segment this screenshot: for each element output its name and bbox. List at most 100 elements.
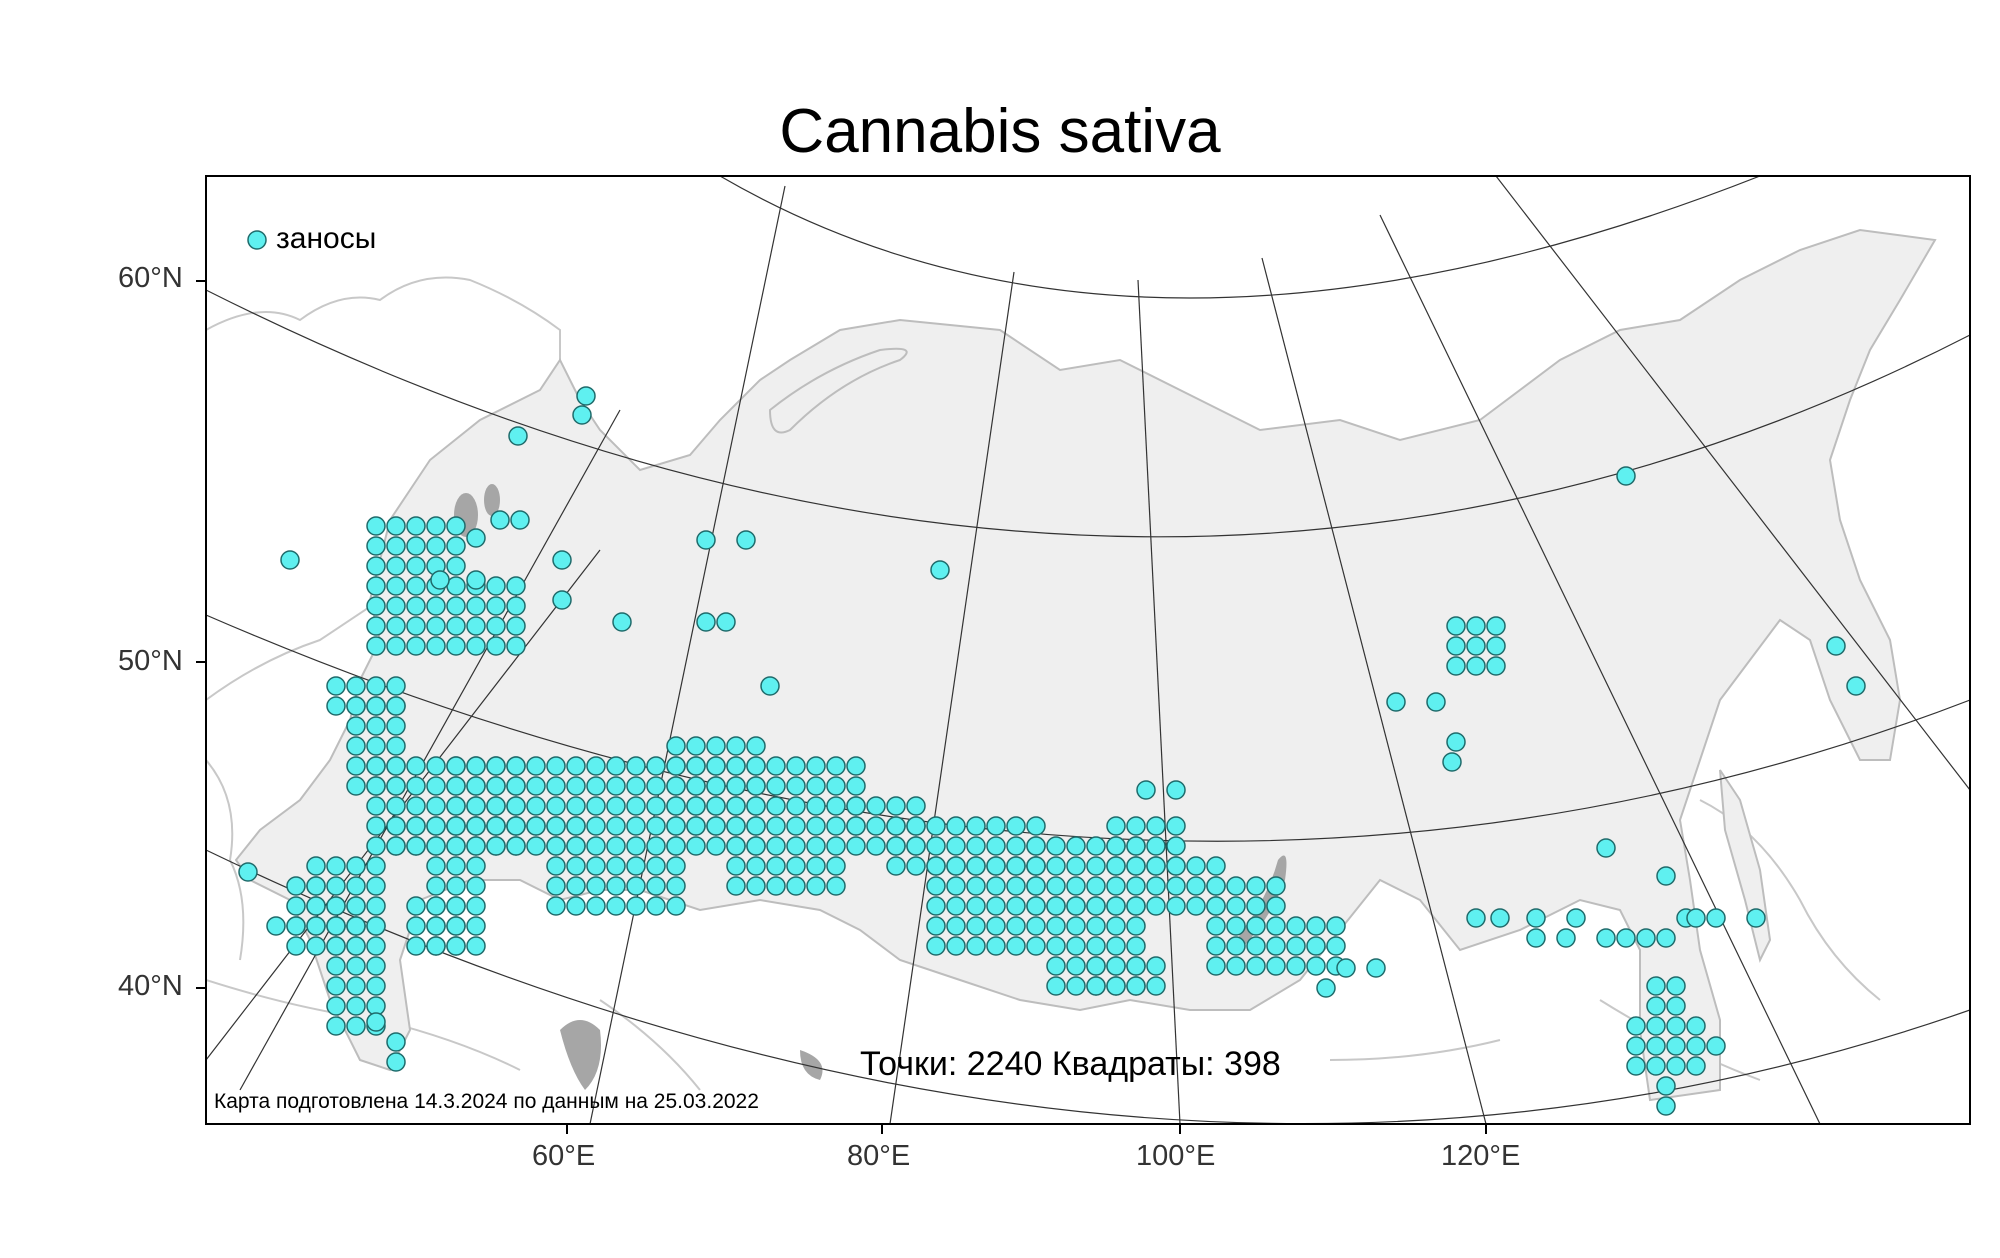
occurrence-point — [446, 836, 466, 856]
occurrence-point — [1666, 1056, 1686, 1076]
occurrence-point — [806, 816, 826, 836]
occurrence-point — [446, 516, 466, 536]
occurrence-point — [1066, 836, 1086, 856]
occurrence-point — [366, 756, 386, 776]
occurrence-point — [1136, 780, 1156, 800]
occurrence-point — [586, 836, 606, 856]
lat-label-60n: 60°N — [118, 262, 183, 294]
occurrence-point — [746, 816, 766, 836]
occurrence-point — [866, 796, 886, 816]
occurrence-point — [366, 616, 386, 636]
occurrence-point — [366, 636, 386, 656]
occurrence-point — [1226, 896, 1246, 916]
occurrence-point — [1166, 816, 1186, 836]
occurrence-point — [406, 916, 426, 936]
occurrence-point — [1246, 876, 1266, 896]
occurrence-point — [426, 816, 446, 836]
occurrence-point — [1446, 732, 1466, 752]
occurrence-point — [526, 776, 546, 796]
occurrence-point — [626, 776, 646, 796]
occurrence-point — [726, 876, 746, 896]
occurrence-point — [846, 836, 866, 856]
occurrence-point — [1146, 976, 1166, 996]
occurrence-point — [366, 536, 386, 556]
occurrence-point — [566, 796, 586, 816]
occurrence-point — [706, 736, 726, 756]
occurrence-point — [346, 736, 366, 756]
occurrence-point — [446, 616, 466, 636]
occurrence-point — [506, 756, 526, 776]
occurrence-point — [1466, 908, 1486, 928]
occurrence-point — [986, 876, 1006, 896]
occurrence-point — [1106, 816, 1126, 836]
occurrence-point — [386, 1032, 406, 1052]
occurrence-point — [1046, 976, 1066, 996]
occurrence-point — [386, 576, 406, 596]
occurrence-point — [366, 916, 386, 936]
occurrence-point — [806, 776, 826, 796]
occurrence-point — [1636, 928, 1656, 948]
occurrence-point — [1426, 692, 1446, 712]
occurrence-point — [326, 936, 346, 956]
occurrence-point — [646, 756, 666, 776]
occurrence-point — [346, 936, 366, 956]
occurrence-point — [1126, 956, 1146, 976]
occurrence-point — [486, 636, 506, 656]
occurrence-point — [1326, 936, 1346, 956]
occurrence-point — [1226, 916, 1246, 936]
occurrence-point — [1846, 676, 1866, 696]
occurrence-point — [1206, 956, 1226, 976]
occurrence-point — [1442, 752, 1462, 772]
occurrence-point — [366, 716, 386, 736]
occurrence-point — [1046, 956, 1066, 976]
occurrence-point — [966, 916, 986, 936]
occurrence-point — [786, 816, 806, 836]
occurrence-point — [346, 996, 366, 1016]
occurrence-point — [446, 936, 466, 956]
occurrence-point — [490, 510, 510, 530]
occurrence-point — [866, 836, 886, 856]
occurrence-point — [766, 856, 786, 876]
occurrence-point — [366, 776, 386, 796]
occurrence-point — [366, 896, 386, 916]
occurrence-point — [726, 736, 746, 756]
occurrence-point — [1026, 896, 1046, 916]
occurrence-point — [346, 876, 366, 896]
occurrence-point — [1026, 916, 1046, 936]
occurrence-point — [926, 836, 946, 856]
occurrence-point — [446, 816, 466, 836]
occurrence-point — [406, 796, 426, 816]
occurrence-point — [1046, 836, 1066, 856]
occurrence-point — [886, 816, 906, 836]
occurrence-point — [1066, 976, 1086, 996]
occurrence-point — [506, 576, 526, 596]
occurrence-point — [646, 836, 666, 856]
occurrence-point — [1086, 896, 1106, 916]
occurrence-point — [1126, 876, 1146, 896]
occurrence-point — [366, 856, 386, 876]
occurrence-point — [826, 816, 846, 836]
occurrence-point — [1526, 908, 1546, 928]
occurrence-point — [1246, 916, 1266, 936]
occurrence-point — [1106, 896, 1126, 916]
occurrence-point — [1656, 1096, 1676, 1116]
occurrence-point — [1006, 916, 1026, 936]
occurrence-point — [286, 936, 306, 956]
occurrence-point — [426, 516, 446, 536]
occurrence-point — [326, 916, 346, 936]
occurrence-point — [586, 856, 606, 876]
occurrence-point — [546, 816, 566, 836]
occurrence-point — [326, 996, 346, 1016]
occurrence-point — [1046, 856, 1066, 876]
occurrence-point — [1006, 836, 1026, 856]
occurrence-point — [1206, 896, 1226, 916]
occurrence-point — [666, 776, 686, 796]
occurrence-point — [1526, 928, 1546, 948]
occurrence-point — [1086, 976, 1106, 996]
occurrence-point — [386, 516, 406, 536]
occurrence-point — [1666, 1016, 1686, 1036]
lake-onega — [484, 484, 500, 516]
occurrence-point — [1206, 936, 1226, 956]
occurrence-point — [280, 550, 300, 570]
